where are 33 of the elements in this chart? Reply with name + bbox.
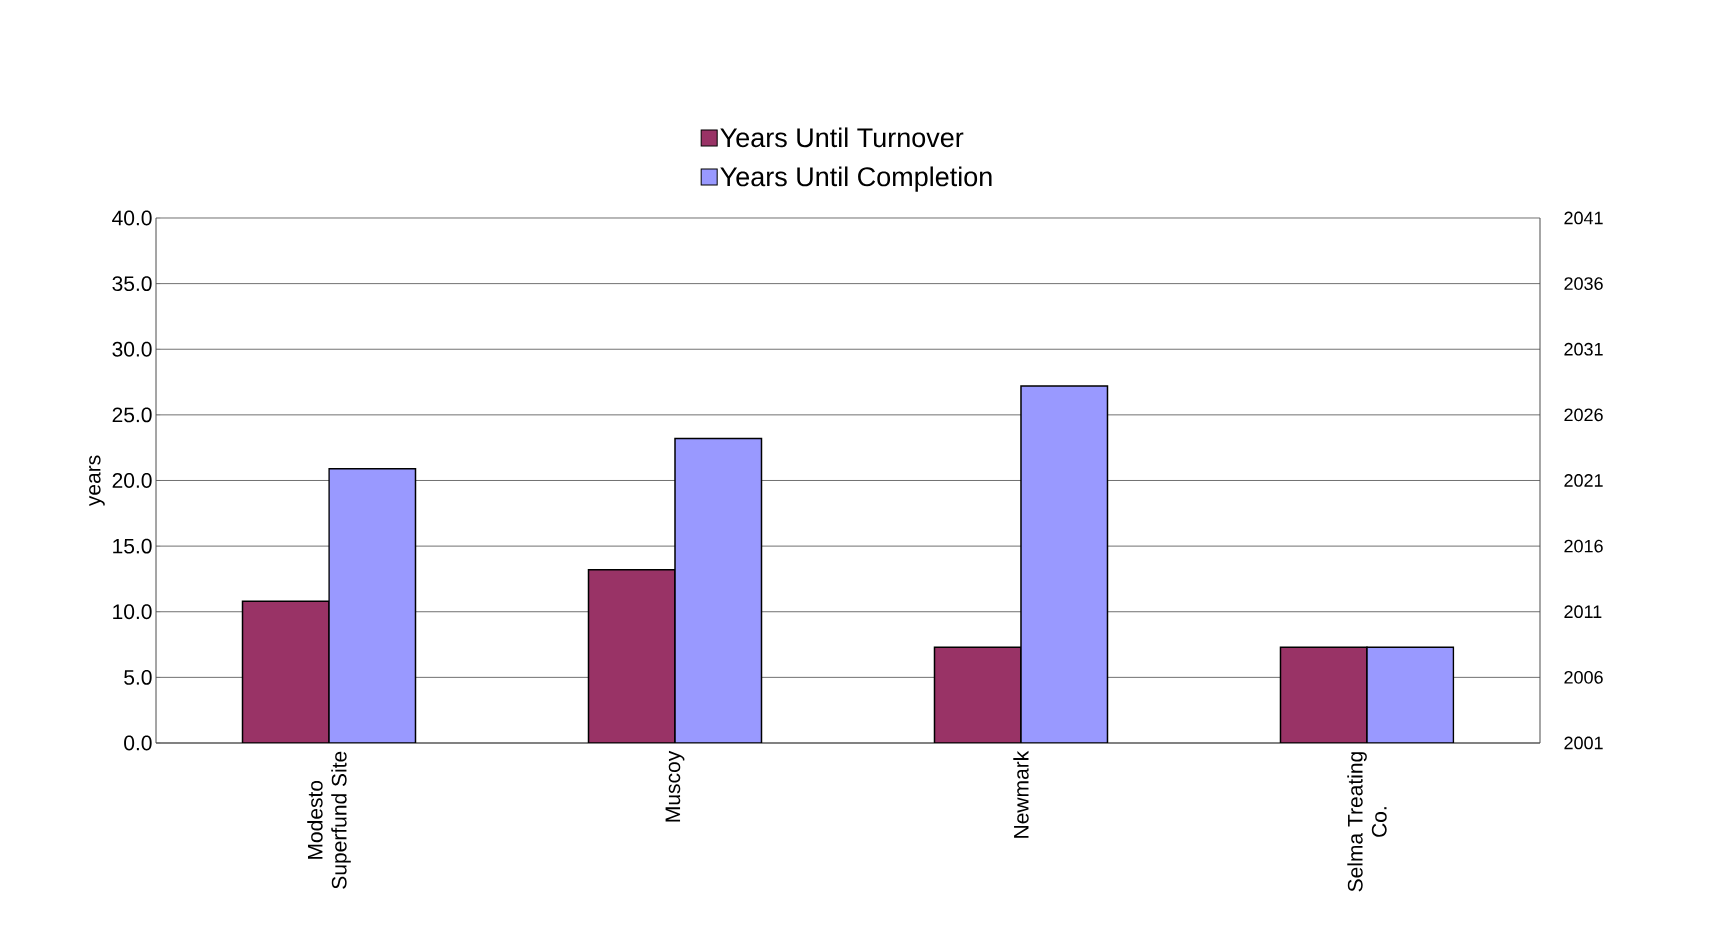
bar [1020, 385, 1109, 743]
x-tick-label: Newmark [1013, 750, 1029, 838]
y-tick-label: 25.0 [112, 407, 152, 423]
bar [587, 568, 676, 743]
y2-tick-label: 2016 [1564, 539, 1603, 553]
y2-tick-label: 2031 [1564, 342, 1603, 356]
y-tick-label: 15.0 [113, 538, 152, 554]
y2-tick-label: 2021 [1564, 474, 1603, 487]
y-tick-label: 10.0 [113, 604, 152, 620]
y2-tick-label: 2001 [1564, 736, 1603, 750]
legend-label: Years Until Turnover [720, 127, 964, 148]
y2-tick-label: 2006 [1564, 670, 1603, 684]
x-tick-label: Modesto Superfund Site [307, 751, 351, 889]
x-tick-label: Selma Treating Co. [1347, 752, 1387, 892]
bar [241, 600, 330, 743]
bar [674, 437, 763, 743]
bar [933, 646, 1022, 743]
y-tick-label: 20.0 [112, 473, 152, 488]
y-axis-title: years [89, 455, 105, 507]
x-tick-label: Muscoy [665, 750, 685, 822]
y-tick-label: 35.0 [112, 276, 152, 292]
legend-label: Years Until Completion [720, 166, 992, 192]
bar [1279, 646, 1368, 743]
bar [1366, 646, 1455, 743]
y-tick-label: 30.0 [112, 341, 152, 357]
y2-tick-label: 2041 [1564, 211, 1603, 225]
y-tick-label: 40.0 [112, 210, 152, 226]
y-tick-label: 0.0 [124, 735, 152, 751]
bar [328, 467, 417, 743]
y2-tick-label: 2036 [1564, 277, 1603, 290]
y2-tick-label: 2011 [1564, 605, 1602, 619]
y-tick-label: 5.0 [124, 669, 152, 685]
y2-tick-label: 2026 [1564, 408, 1603, 422]
